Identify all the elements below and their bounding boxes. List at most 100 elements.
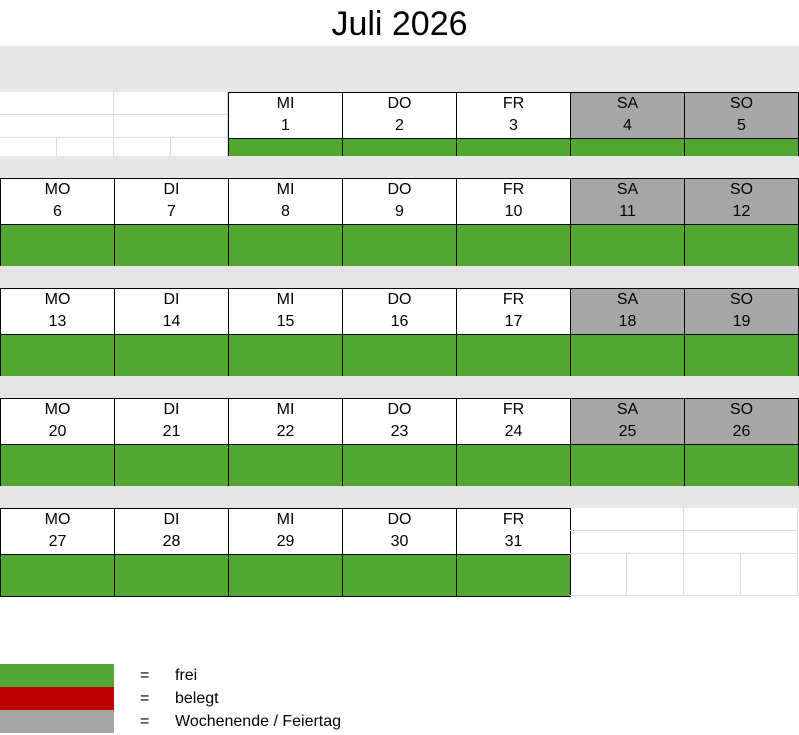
legend-swatch-belegt (0, 687, 114, 710)
status-cell-frei[interactable] (114, 224, 229, 267)
legend-swatch-frei (0, 664, 114, 687)
legend-equals: = (140, 667, 150, 684)
status-cell-frei[interactable] (342, 224, 457, 267)
weekday-label: MO (0, 178, 115, 202)
status-cell-frei[interactable] (570, 444, 685, 487)
weekday-label: FR (456, 398, 571, 422)
week-separator (0, 486, 799, 508)
status-cell-frei[interactable] (570, 334, 685, 377)
status-cell-frei[interactable] (456, 334, 571, 377)
day-number: 28 (114, 531, 229, 555)
day-number: 18 (570, 311, 685, 335)
weekday-label: MO (0, 508, 115, 532)
weekday-label: SA (570, 398, 685, 422)
status-cell-frei[interactable] (570, 224, 685, 267)
status-cell-frei[interactable] (684, 224, 799, 267)
day-number: 20 (0, 421, 115, 445)
status-cell-frei[interactable] (684, 334, 799, 377)
weekday-label: FR (456, 92, 571, 116)
day-number: 23 (342, 421, 457, 445)
status-cell-frei[interactable] (0, 334, 115, 377)
day-number: 6 (0, 201, 115, 225)
status-cell-frei[interactable] (114, 334, 229, 377)
weekday-label: DO (342, 178, 457, 202)
day-number: 24 (456, 421, 571, 445)
legend-equals: = (140, 713, 150, 730)
status-cell-frei[interactable] (228, 334, 343, 377)
day-number: 29 (228, 531, 343, 555)
legend-label: frei (175, 667, 198, 684)
empty-cell (684, 554, 741, 596)
day-number: 3 (456, 115, 571, 139)
weekday-label: FR (456, 508, 571, 532)
day-number: 13 (0, 311, 115, 335)
status-cell-frei[interactable] (456, 224, 571, 267)
status-cell-frei[interactable] (342, 334, 457, 377)
weekday-label: DO (342, 288, 457, 312)
week-separator (0, 376, 799, 398)
day-number: 12 (684, 201, 799, 225)
weekday-label: SO (684, 178, 799, 202)
weekday-label: MO (0, 398, 115, 422)
weekday-label: SA (570, 178, 685, 202)
weekday-label: DO (342, 508, 457, 532)
status-cell-frei[interactable] (228, 224, 343, 267)
weekday-label: DI (114, 178, 229, 202)
day-number: 2 (342, 115, 457, 139)
empty-cell (114, 92, 228, 115)
empty-cell (741, 554, 798, 596)
day-number: 15 (228, 311, 343, 335)
weekday-label: MO (0, 288, 115, 312)
day-number: 1 (228, 115, 343, 139)
status-cell-frei[interactable] (114, 444, 229, 487)
empty-cell (684, 531, 798, 554)
status-cell-frei[interactable] (456, 444, 571, 487)
status-cell-frei[interactable] (0, 444, 115, 487)
day-number: 17 (456, 311, 571, 335)
status-cell-frei[interactable] (342, 554, 457, 597)
weekday-label: DI (114, 398, 229, 422)
weekday-label: FR (456, 178, 571, 202)
weekday-label: FR (456, 288, 571, 312)
day-number: 7 (114, 201, 229, 225)
status-cell-frei[interactable] (228, 554, 343, 597)
empty-cell (627, 554, 684, 596)
day-number: 22 (228, 421, 343, 445)
page-title: Juli 2026 (331, 5, 468, 43)
day-number: 25 (570, 421, 685, 445)
day-number: 31 (456, 531, 571, 555)
weekday-label: MI (228, 92, 343, 116)
day-number: 30 (342, 531, 457, 555)
empty-cell (570, 531, 684, 554)
day-number: 16 (342, 311, 457, 335)
empty-cell (570, 508, 684, 531)
weekday-label: MI (228, 398, 343, 422)
status-cell-frei[interactable] (0, 224, 115, 267)
day-number: 9 (342, 201, 457, 225)
weekday-label: DI (114, 508, 229, 532)
day-number: 10 (456, 201, 571, 225)
empty-cell (570, 554, 627, 596)
day-number: 19 (684, 311, 799, 335)
empty-cell (114, 115, 228, 138)
week-separator (0, 266, 799, 288)
legend-label: Wochenende / Feiertag (175, 713, 342, 730)
status-cell-frei[interactable] (456, 554, 571, 597)
status-cell-frei[interactable] (0, 554, 115, 597)
weekday-label: DO (342, 92, 457, 116)
weekday-label: MI (228, 508, 343, 532)
week-separator (0, 156, 799, 178)
weekday-label: MI (228, 288, 343, 312)
weekday-label: SO (684, 288, 799, 312)
day-number: 8 (228, 201, 343, 225)
weekday-label: SA (570, 92, 685, 116)
status-cell-frei[interactable] (684, 444, 799, 487)
empty-cell (684, 508, 798, 531)
day-number: 27 (0, 531, 115, 555)
status-cell-frei[interactable] (342, 444, 457, 487)
status-cell-frei[interactable] (114, 554, 229, 597)
legend-swatch-weekend (0, 710, 114, 733)
status-cell-frei[interactable] (228, 444, 343, 487)
weekday-label: SA (570, 288, 685, 312)
